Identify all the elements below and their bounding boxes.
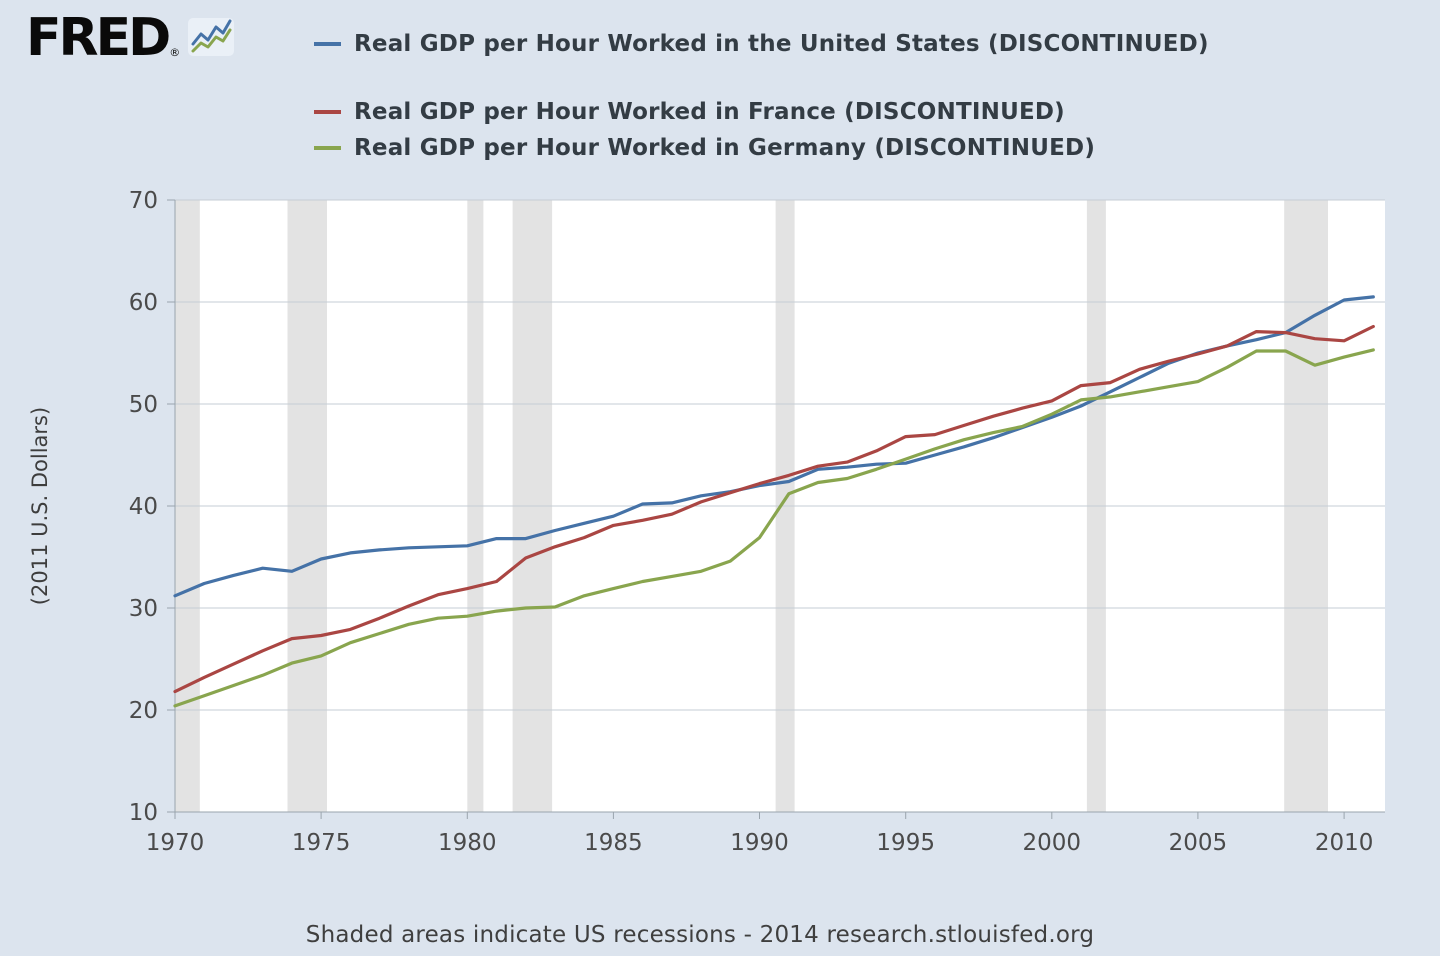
svg-text:20: 20 bbox=[129, 698, 158, 724]
svg-text:2005: 2005 bbox=[1169, 830, 1228, 856]
germany-series-label: Real GDP per Hour Worked in Germany (DIS… bbox=[354, 135, 1096, 161]
svg-text:1975: 1975 bbox=[292, 830, 351, 856]
legend-item-us: Real GDP per Hour Worked in the United S… bbox=[314, 26, 1209, 62]
svg-text:1995: 1995 bbox=[876, 830, 935, 856]
fred-logo-text: FRED bbox=[26, 8, 171, 68]
svg-text:1980: 1980 bbox=[438, 830, 497, 856]
y-axis-title: (2011 U.S. Dollars) bbox=[28, 407, 52, 605]
fred-logo: FRED ® bbox=[26, 12, 235, 64]
series-line-france bbox=[173, 324, 1375, 694]
france-series-label: Real GDP per Hour Worked in France (DISC… bbox=[354, 99, 1065, 125]
svg-text:70: 70 bbox=[129, 188, 158, 214]
germany-series-swatch bbox=[314, 146, 341, 150]
x-axis-labels: 1970 1975 1980 1985 1990 1995 2000 2005 2010 bbox=[146, 812, 1374, 856]
svg-text:2000: 2000 bbox=[1023, 830, 1082, 856]
svg-text:30: 30 bbox=[129, 596, 158, 622]
legend-item-germany: Real GDP per Hour Worked in Germany (DIS… bbox=[314, 130, 1209, 166]
y-axis-labels: 10 20 30 40 50 60 70 bbox=[129, 188, 158, 826]
us-series-label: Real GDP per Hour Worked in the United S… bbox=[354, 31, 1209, 57]
us-series-swatch bbox=[314, 42, 341, 46]
svg-text:1985: 1985 bbox=[584, 830, 643, 856]
fred-sparkline-icon bbox=[187, 14, 235, 58]
svg-text:10: 10 bbox=[129, 800, 158, 826]
chart-legend: Real GDP per Hour Worked in the United S… bbox=[314, 26, 1209, 166]
svg-text:2010: 2010 bbox=[1315, 830, 1374, 856]
legend-item-france: Real GDP per Hour Worked in France (DISC… bbox=[314, 94, 1209, 130]
recession-note: Shaded areas indicate US recessions - 20… bbox=[305, 922, 1095, 948]
series-line-germany bbox=[173, 348, 1375, 708]
svg-text:1990: 1990 bbox=[730, 830, 789, 856]
svg-text:40: 40 bbox=[129, 494, 158, 520]
svg-text:50: 50 bbox=[129, 392, 158, 418]
svg-text:1970: 1970 bbox=[146, 830, 205, 856]
registered-trademark: ® bbox=[169, 46, 181, 59]
france-series-swatch bbox=[314, 110, 341, 114]
svg-text:60: 60 bbox=[129, 290, 158, 316]
